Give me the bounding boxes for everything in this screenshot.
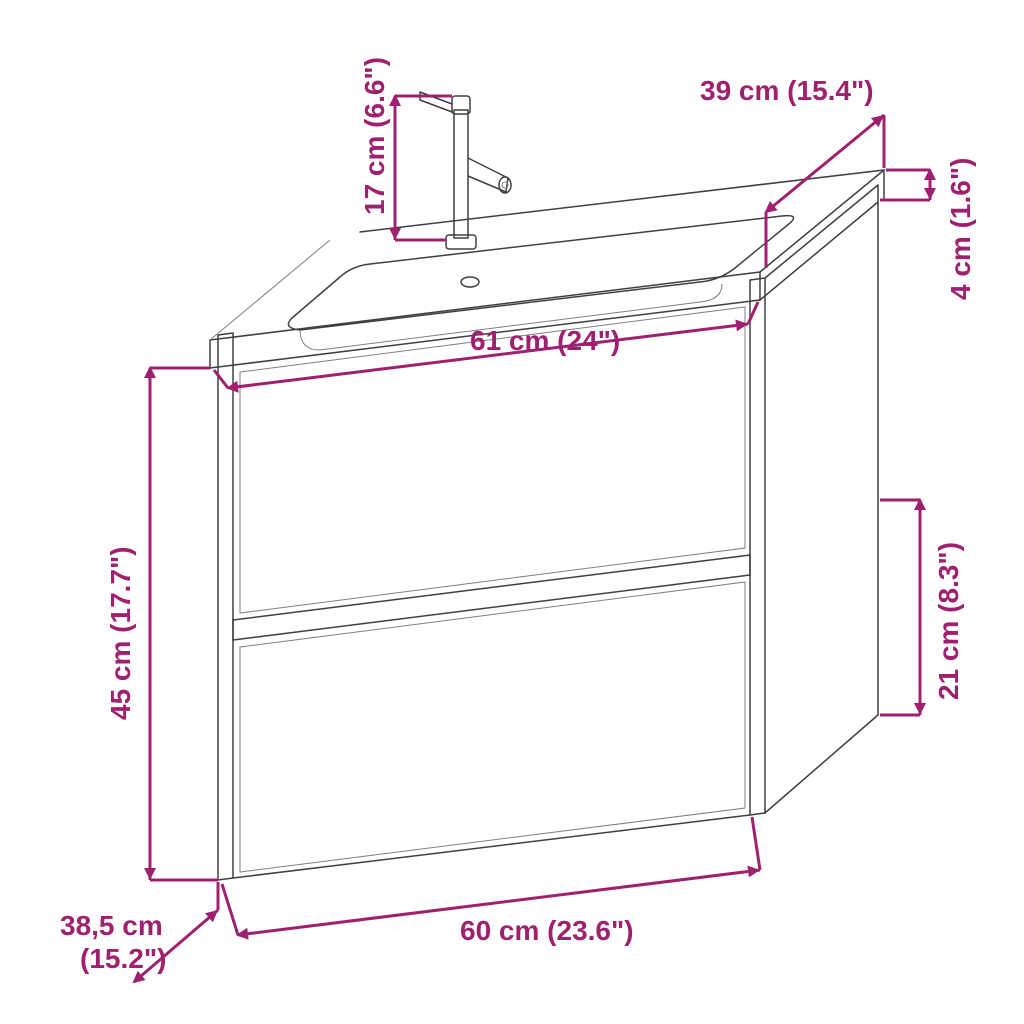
dim-drawer-height: 21 cm (8.3") <box>880 500 964 715</box>
dim-drawer-height-label: 21 cm (8.3") <box>933 542 964 700</box>
dim-cabinet-depth: 38,5 cm (15.2") <box>60 882 218 982</box>
dim-top-depth-label: 39 cm (15.4") <box>700 75 874 106</box>
dim-basin-height-label: 4 cm (1.6") <box>945 158 976 300</box>
dim-cabinet-width: 60 cm (23.6") <box>222 817 760 946</box>
vanity-drawing <box>210 92 884 880</box>
dim-cabinet-width-label: 60 cm (23.6") <box>460 915 634 946</box>
dim-faucet-height-label: 17 cm (6.6") <box>359 57 390 215</box>
dim-basin-height: 4 cm (1.6") <box>880 158 976 300</box>
dim-cabinet-height-label: 45 cm (17.7") <box>105 546 136 720</box>
dim-cabinet-depth-label-1: 38,5 cm <box>60 910 163 941</box>
dim-cabinet-height: 45 cm (17.7") <box>105 368 218 880</box>
dim-cabinet-depth-label-2: (15.2") <box>80 943 166 974</box>
dim-basin-width-label: 61 cm (24") <box>470 325 620 356</box>
dim-top-depth: 39 cm (15.4") <box>700 75 884 268</box>
dim-faucet-height: 17 cm (6.6") <box>359 57 452 240</box>
faucet <box>420 92 511 249</box>
